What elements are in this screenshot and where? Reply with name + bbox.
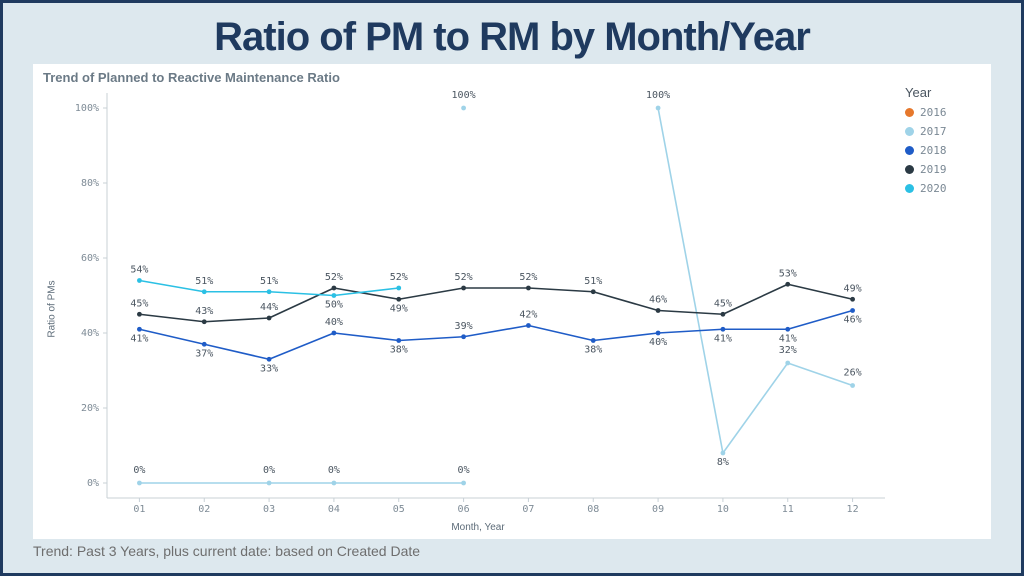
svg-text:80%: 80%	[81, 178, 99, 189]
legend-label: 2016	[920, 106, 947, 119]
legend-item-2020[interactable]: 2020	[905, 182, 981, 195]
svg-text:38%: 38%	[584, 345, 602, 356]
svg-text:05: 05	[393, 504, 405, 515]
legend-swatch-2020	[905, 184, 914, 193]
legend-item-2019[interactable]: 2019	[905, 163, 981, 176]
svg-text:37%: 37%	[195, 348, 213, 359]
svg-text:07: 07	[522, 504, 534, 515]
svg-text:26%: 26%	[844, 368, 862, 379]
svg-text:51%: 51%	[195, 276, 213, 287]
x-axis-label: Month, Year	[61, 520, 895, 533]
legend-swatch-2019	[905, 165, 914, 174]
slide-frame: Ratio of PM to RM by Month/Year Trend of…	[0, 0, 1024, 576]
svg-text:8%: 8%	[717, 457, 729, 468]
svg-text:06: 06	[458, 504, 470, 515]
svg-text:51%: 51%	[260, 276, 278, 287]
svg-text:0%: 0%	[328, 465, 340, 476]
svg-text:38%: 38%	[390, 345, 408, 356]
svg-text:32%: 32%	[779, 345, 797, 356]
legend-label: 2019	[920, 163, 947, 176]
svg-text:39%: 39%	[455, 321, 473, 332]
svg-text:11: 11	[782, 504, 794, 515]
legend-label: 2017	[920, 125, 947, 138]
chart-card: Trend of Planned to Reactive Maintenance…	[33, 64, 991, 539]
footer-note: Trend: Past 3 Years, plus current date: …	[33, 539, 991, 563]
svg-text:02: 02	[198, 504, 210, 515]
svg-text:60%: 60%	[81, 253, 99, 264]
legend-item-2016[interactable]: 2016	[905, 106, 981, 119]
legend-swatch-2017	[905, 127, 914, 136]
svg-text:40%: 40%	[649, 337, 667, 348]
svg-text:41%: 41%	[714, 333, 732, 344]
svg-text:52%: 52%	[519, 272, 537, 283]
svg-text:44%: 44%	[260, 302, 278, 313]
plot-wrap: Ratio of PMs 0%20%40%60%80%100%010203040…	[43, 85, 981, 533]
svg-text:0%: 0%	[87, 478, 99, 489]
svg-text:100%: 100%	[452, 90, 476, 101]
svg-text:08: 08	[587, 504, 599, 515]
svg-text:0%: 0%	[263, 465, 275, 476]
legend-label: 2018	[920, 144, 947, 157]
svg-text:43%: 43%	[195, 306, 213, 317]
svg-text:45%: 45%	[714, 298, 732, 309]
svg-text:33%: 33%	[260, 363, 278, 374]
legend-swatch-2018	[905, 146, 914, 155]
plot-area: 0% 20% 40% 60% 80% 100% 01 02 03 04 05 06 07 08 09 10 11…	[61, 85, 895, 520]
legend: Year 2016 2017 2018 2019 2020	[895, 85, 981, 533]
svg-text:52%: 52%	[390, 272, 408, 283]
svg-text:45%: 45%	[130, 298, 148, 309]
legend-item-2017[interactable]: 2017	[905, 125, 981, 138]
legend-swatch-2016	[905, 108, 914, 117]
svg-text:52%: 52%	[455, 272, 473, 283]
svg-text:03: 03	[263, 504, 275, 515]
svg-text:20%: 20%	[81, 403, 99, 414]
svg-text:10: 10	[717, 504, 729, 515]
svg-text:54%: 54%	[130, 265, 148, 276]
svg-text:40%: 40%	[81, 328, 99, 339]
page-title: Ratio of PM to RM by Month/Year	[33, 15, 991, 60]
svg-text:09: 09	[652, 504, 664, 515]
svg-text:04: 04	[328, 504, 340, 515]
svg-text:12: 12	[847, 504, 859, 515]
plot-column: 0% 20% 40% 60% 80% 100% 01 02 03 04 05 06 07 08 09 10 11…	[61, 85, 895, 533]
svg-text:0%: 0%	[133, 465, 145, 476]
svg-text:53%: 53%	[779, 268, 797, 279]
svg-text:100%: 100%	[75, 103, 99, 114]
line-chart-svg: 0% 20% 40% 60% 80% 100% 01 02 03 04 05 06 07 08 09 10 11…	[61, 85, 895, 520]
svg-text:41%: 41%	[130, 333, 148, 344]
legend-item-2018[interactable]: 2018	[905, 144, 981, 157]
svg-text:0%: 0%	[458, 465, 470, 476]
svg-text:50%: 50%	[325, 300, 343, 311]
svg-text:40%: 40%	[325, 317, 343, 328]
svg-text:100%: 100%	[646, 90, 670, 101]
svg-text:52%: 52%	[325, 272, 343, 283]
plot-and-legend: 0% 20% 40% 60% 80% 100% 01 02 03 04 05 06 07 08 09 10 11…	[61, 85, 981, 533]
y-axis-label-wrap: Ratio of PMs	[43, 85, 61, 533]
legend-label: 2020	[920, 182, 947, 195]
svg-text:51%: 51%	[584, 276, 602, 287]
svg-text:42%: 42%	[519, 310, 537, 321]
svg-text:01: 01	[133, 504, 145, 515]
chart-subtitle: Trend of Planned to Reactive Maintenance…	[43, 70, 981, 85]
y-axis-label: Ratio of PMs	[47, 280, 58, 337]
svg-text:41%: 41%	[779, 333, 797, 344]
svg-text:49%: 49%	[390, 303, 408, 314]
svg-text:49%: 49%	[844, 283, 862, 294]
svg-text:46%: 46%	[844, 315, 862, 326]
legend-title: Year	[905, 85, 981, 100]
svg-text:46%: 46%	[649, 295, 667, 306]
